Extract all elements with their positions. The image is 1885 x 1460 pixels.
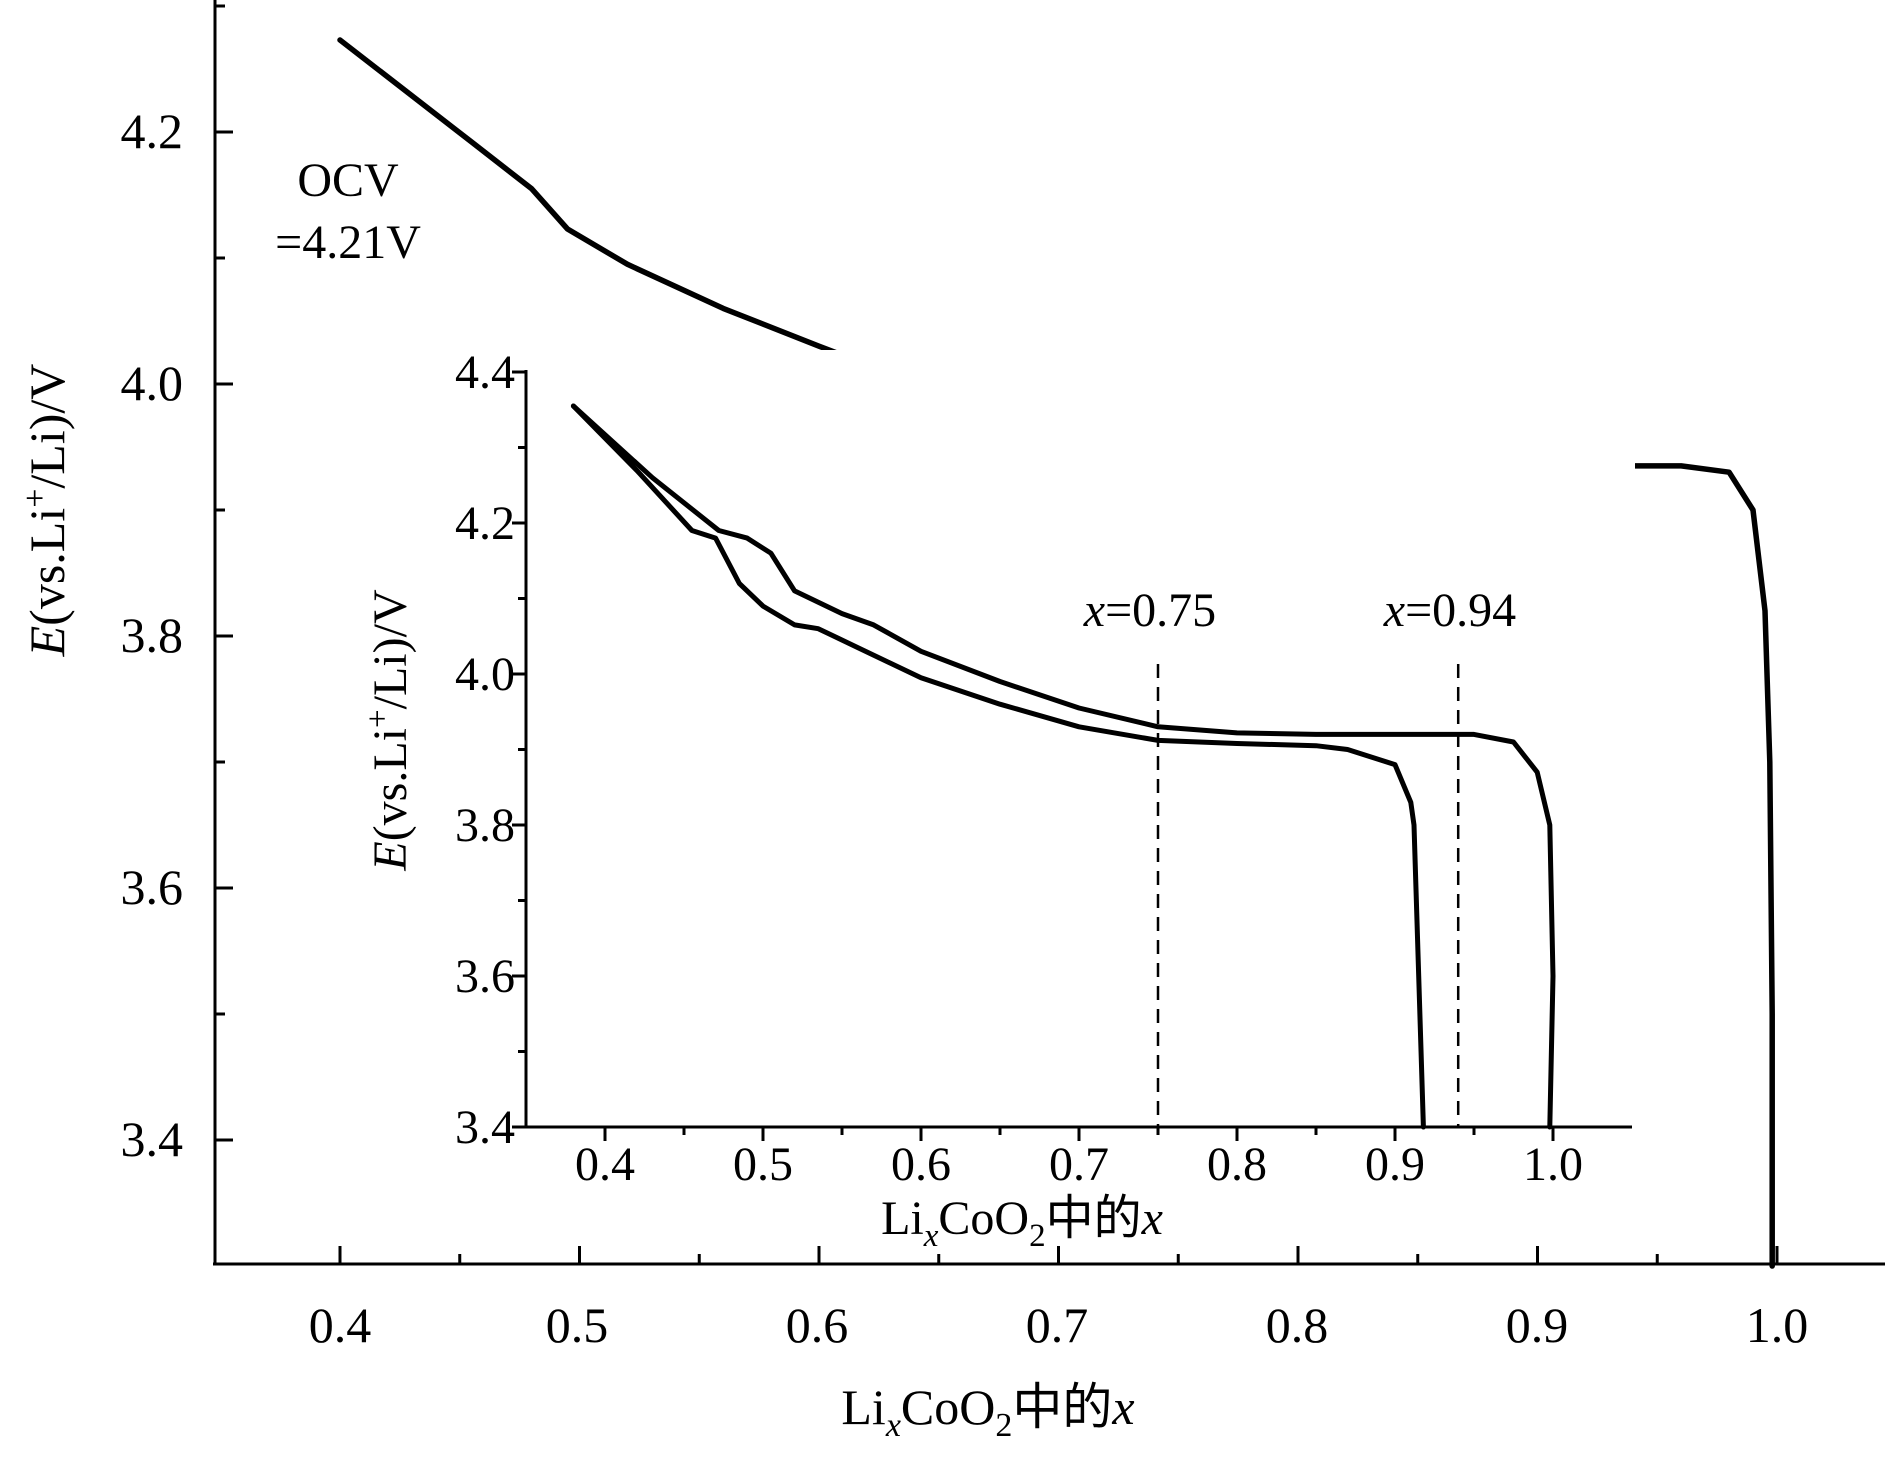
main-x-tick-label: 0.9 bbox=[1506, 1297, 1569, 1353]
inset-x-tick-label: 0.7 bbox=[1049, 1138, 1109, 1191]
main-y-axis-title: E(vs.Li+/Li)/V bbox=[17, 364, 75, 658]
inset-label-x094: x=0.94 bbox=[1383, 584, 1516, 637]
inset-x-tick-label: 0.8 bbox=[1207, 1138, 1267, 1191]
main-ticks bbox=[215, 4, 1779, 1264]
inset-chart: 0.4 0.5 0.6 0.7 0.8 0.9 1.0 3.4 3.6 3.8 … bbox=[360, 346, 1635, 1254]
main-x-tick-label: 0.5 bbox=[546, 1297, 609, 1353]
inset-curve-2 bbox=[570, 403, 1556, 1130]
ocv-value: =4.21V bbox=[275, 216, 421, 269]
inset-x-tick-label: 1.0 bbox=[1523, 1138, 1583, 1191]
inset-label-x075: x=0.75 bbox=[1083, 584, 1216, 637]
inset-x-tick-label: 0.6 bbox=[891, 1138, 951, 1191]
ocv-label: OCV bbox=[297, 154, 399, 207]
main-y-tick-label: 4.2 bbox=[121, 103, 184, 159]
inset-background bbox=[470, 350, 1635, 1140]
inset-x-tick-label: 0.9 bbox=[1365, 1138, 1425, 1191]
inset-y-axis-title: E(vs.Li+/Li)/V bbox=[360, 589, 417, 872]
inset-y-tick-label: 4.2 bbox=[455, 497, 515, 550]
main-x-tick-label: 0.4 bbox=[309, 1297, 372, 1353]
ocv-annotation: OCV =4.21V bbox=[275, 154, 421, 269]
main-x-tick-label: 1.0 bbox=[1746, 1297, 1809, 1353]
inset-y-tick-label: 3.4 bbox=[455, 1101, 515, 1154]
inset-x-tick-label: 0.5 bbox=[733, 1138, 793, 1191]
main-x-tick-label: 0.6 bbox=[786, 1297, 849, 1353]
main-chart: 0.4 0.5 0.6 0.7 0.8 0.9 1.0 3.4 3.6 3.8 … bbox=[17, 0, 1885, 1444]
inset-x-tick-label: 0.4 bbox=[575, 1138, 635, 1191]
main-y-tick-label: 3.8 bbox=[121, 607, 184, 663]
inset-y-tick-labels: 3.4 3.6 3.8 4.0 4.2 4.4 bbox=[455, 346, 515, 1154]
main-y-tick-labels: 3.4 3.6 3.8 4.0 4.2 bbox=[121, 103, 184, 1167]
inset-ticks bbox=[512, 370, 1555, 1141]
main-y-tick-label: 4.0 bbox=[121, 355, 184, 411]
inset-x-axis-title: LixCoO2中的x bbox=[881, 1192, 1163, 1254]
main-y-tick-label: 3.4 bbox=[121, 1111, 184, 1167]
main-x-tick-label: 0.7 bbox=[1026, 1297, 1089, 1353]
inset-y-tick-label: 4.0 bbox=[455, 648, 515, 701]
inset-y-tick-label: 3.6 bbox=[455, 950, 515, 1003]
main-x-axis-title: LixCoO2中的x bbox=[841, 1379, 1134, 1444]
inset-curve-1 bbox=[570, 403, 1426, 1130]
main-x-tick-labels: 0.4 0.5 0.6 0.7 0.8 0.9 1.0 bbox=[309, 1297, 1809, 1353]
main-y-tick-label: 3.6 bbox=[121, 859, 184, 915]
main-x-tick-label: 0.8 bbox=[1266, 1297, 1329, 1353]
inset-y-tick-label: 4.4 bbox=[455, 346, 515, 399]
inset-x-tick-labels: 0.4 0.5 0.6 0.7 0.8 0.9 1.0 bbox=[575, 1138, 1583, 1191]
inset-y-tick-label: 3.8 bbox=[455, 799, 515, 852]
